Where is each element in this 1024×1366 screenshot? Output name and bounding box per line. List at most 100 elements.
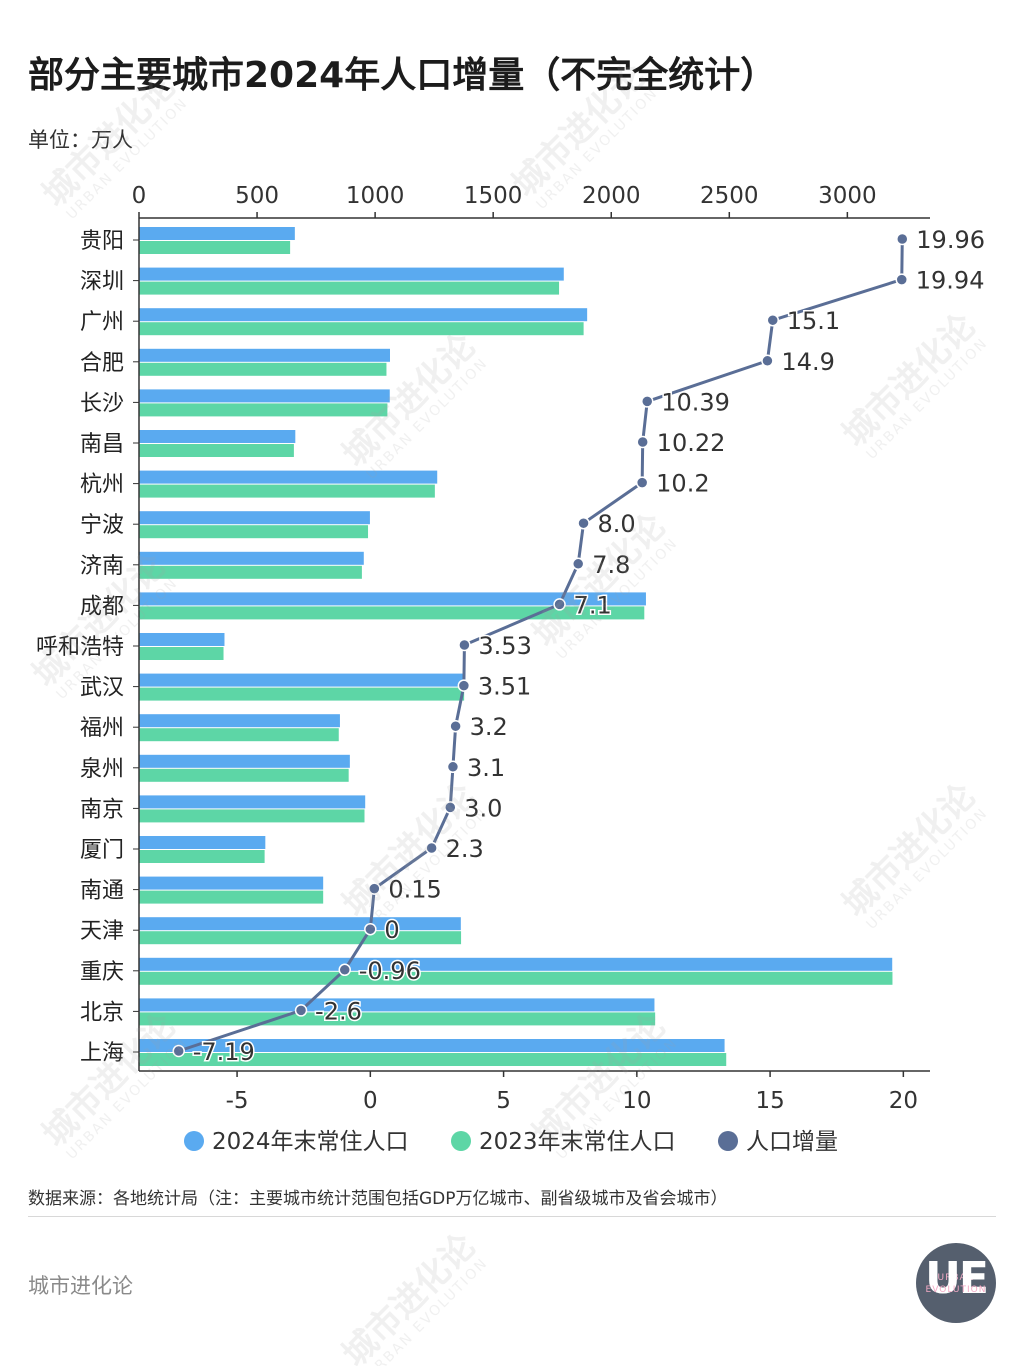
increment-data-label: 7.1 bbox=[574, 591, 612, 619]
increment-point bbox=[425, 841, 438, 855]
bar-2023-武汉 bbox=[139, 687, 465, 701]
category-label: 武汉 bbox=[80, 676, 124, 701]
category-label: 天津 bbox=[80, 919, 124, 944]
increment-point bbox=[577, 516, 590, 530]
increment-point bbox=[553, 598, 566, 611]
top-axis-tick-label: 1000 bbox=[346, 183, 405, 209]
top-axis-tick-label: 0 bbox=[132, 183, 147, 209]
brand-name: 城市进化论 bbox=[28, 1274, 133, 1298]
bar-2023-呼和浩特 bbox=[139, 647, 224, 660]
increment-data-label: 10.22 bbox=[657, 429, 726, 457]
bar-2024-北京 bbox=[139, 998, 655, 1012]
increment-data-label: 3.1 bbox=[467, 754, 505, 782]
increment-point bbox=[457, 679, 471, 692]
increment-data-label: 3.0 bbox=[464, 794, 502, 822]
category-label: 济南 bbox=[80, 554, 124, 579]
category-label: 深圳 bbox=[80, 270, 124, 295]
category-label: 杭州 bbox=[80, 473, 124, 498]
increment-point bbox=[766, 313, 780, 327]
bottom-axis-tick-label: 20 bbox=[889, 1088, 918, 1114]
increment-data-label: 10.2 bbox=[656, 470, 709, 498]
bar-2024-深圳 bbox=[139, 267, 564, 281]
top-axis-tick-label: 500 bbox=[235, 183, 279, 209]
bar-2024-广州 bbox=[139, 308, 588, 322]
increment-data-label: 10.39 bbox=[661, 388, 730, 416]
legend-label: 2024年末常住人口 bbox=[212, 1129, 409, 1155]
increment-point bbox=[338, 963, 351, 977]
bar-2024-厦门 bbox=[139, 836, 266, 849]
increment-data-label: 14.9 bbox=[781, 348, 834, 376]
increment-point bbox=[896, 232, 909, 246]
legend-label: 2023年末常住人口 bbox=[479, 1129, 676, 1155]
bottom-axis-tick-label: 15 bbox=[755, 1088, 784, 1114]
category-label: 合肥 bbox=[80, 351, 124, 376]
bottom-axis-tick-label: 10 bbox=[622, 1088, 651, 1114]
category-label: 泉州 bbox=[80, 757, 124, 782]
category-label: 宁波 bbox=[80, 513, 124, 538]
category-label: 北京 bbox=[80, 1000, 124, 1025]
increment-data-label: 8.0 bbox=[598, 510, 636, 538]
bar-2024-杭州 bbox=[139, 470, 438, 484]
increment-point bbox=[635, 476, 649, 489]
watermark: 城市进化论 URBAN EVOLUTION bbox=[334, 1226, 492, 1366]
increment-point bbox=[364, 922, 377, 936]
increment-point bbox=[636, 435, 649, 449]
increment-data-label: 3.51 bbox=[478, 673, 531, 701]
increment-point bbox=[449, 719, 462, 733]
bottom-axis-tick-label: 0 bbox=[363, 1088, 378, 1114]
increment-data-label: 2.3 bbox=[446, 835, 484, 863]
category-label: 福州 bbox=[80, 716, 124, 741]
bar-2023-南昌 bbox=[139, 444, 294, 457]
increment-point bbox=[761, 354, 774, 368]
category-label: 成都 bbox=[80, 594, 124, 619]
bar-2024-贵阳 bbox=[139, 227, 295, 240]
bar-2023-福州 bbox=[139, 728, 339, 742]
bar-2024-南通 bbox=[139, 876, 324, 890]
bar-2023-深圳 bbox=[139, 281, 560, 295]
category-label: 厦门 bbox=[80, 838, 124, 863]
brand-logo: URBAN UE EVOLUTION bbox=[916, 1243, 996, 1323]
bar-2023-厦门 bbox=[139, 850, 265, 863]
increment-data-label: -2.6 bbox=[315, 997, 362, 1025]
category-label: 呼和浩特 bbox=[36, 635, 124, 660]
category-label: 重庆 bbox=[80, 960, 124, 985]
bar-2024-合肥 bbox=[139, 348, 390, 362]
category-label: 贵阳 bbox=[80, 229, 124, 254]
bar-2024-泉州 bbox=[139, 754, 350, 768]
category-label: 南通 bbox=[80, 879, 124, 904]
bar-2023-天津 bbox=[139, 931, 462, 945]
bar-2024-长沙 bbox=[139, 389, 390, 403]
increment-data-label: 0.15 bbox=[388, 876, 441, 904]
bar-2023-成都 bbox=[139, 606, 645, 620]
top-axis-tick-label: 2000 bbox=[582, 183, 641, 209]
bar-2023-济南 bbox=[139, 565, 362, 579]
legend-marker bbox=[184, 1131, 204, 1151]
increment-data-label: 0 bbox=[384, 916, 399, 944]
bar-2023-南通 bbox=[139, 890, 324, 904]
category-label: 上海 bbox=[80, 1041, 124, 1066]
bar-2024-南昌 bbox=[139, 430, 296, 443]
bars-layer bbox=[139, 227, 893, 1066]
increment-data-label: 19.96 bbox=[916, 226, 985, 254]
increment-point bbox=[368, 882, 381, 895]
bar-2024-天津 bbox=[139, 917, 461, 931]
increment-point bbox=[446, 760, 460, 774]
bar-2023-宁波 bbox=[139, 525, 369, 539]
bar-2023-杭州 bbox=[139, 484, 435, 498]
legend-label: 人口增量 bbox=[746, 1129, 838, 1155]
legend-marker bbox=[718, 1131, 738, 1151]
bar-2023-广州 bbox=[139, 322, 584, 336]
bar-2024-成都 bbox=[139, 592, 646, 606]
data-source: 数据来源：各地统计局（注：主要城市统计范围包括GDP万亿城市、副省级城市及省会城… bbox=[28, 1189, 728, 1209]
increment-data-label: 15.1 bbox=[787, 307, 840, 335]
increment-data-label: 3.53 bbox=[478, 632, 531, 660]
chart: 贵阳深圳广州合肥长沙南昌杭州宁波济南成都呼和浩特武汉福州泉州南京厦门南通天津重庆… bbox=[36, 183, 987, 1155]
logo-text-line2: EVOLUTION bbox=[925, 1285, 987, 1295]
top-axis-tick-label: 2500 bbox=[700, 183, 759, 209]
increment-point bbox=[895, 273, 908, 286]
increment-data-label: 3.2 bbox=[470, 713, 508, 741]
line-layer: 19.96 19.94 15.1 14.9 10.39 10.22 10.2 8.0 7.8 7.… bbox=[172, 225, 987, 1068]
bar-2023-泉州 bbox=[139, 768, 349, 782]
increment-data-label: 7.8 bbox=[592, 551, 630, 579]
top-axis-tick-label: 3000 bbox=[818, 183, 877, 209]
